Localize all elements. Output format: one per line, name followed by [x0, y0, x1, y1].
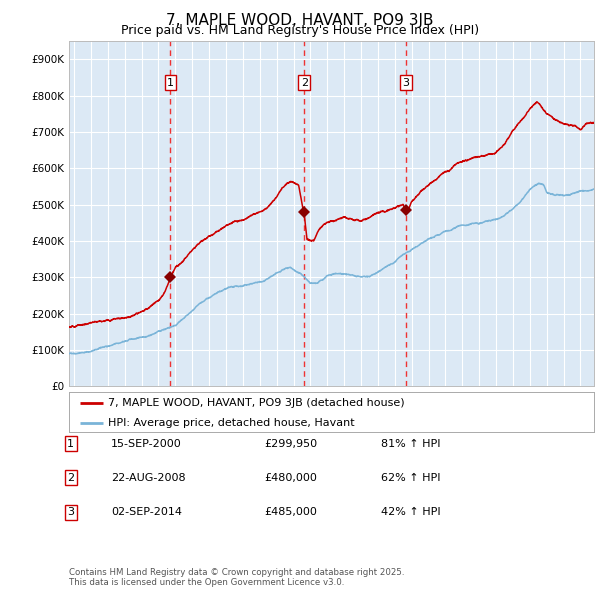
Text: 15-SEP-2000: 15-SEP-2000	[111, 439, 182, 448]
Text: 1: 1	[167, 78, 174, 88]
Text: 7, MAPLE WOOD, HAVANT, PO9 3JB (detached house): 7, MAPLE WOOD, HAVANT, PO9 3JB (detached…	[109, 398, 405, 408]
Text: £485,000: £485,000	[264, 507, 317, 517]
Text: 3: 3	[403, 78, 410, 88]
Text: 22-AUG-2008: 22-AUG-2008	[111, 473, 185, 483]
Text: 62% ↑ HPI: 62% ↑ HPI	[381, 473, 440, 483]
Text: 42% ↑ HPI: 42% ↑ HPI	[381, 507, 440, 517]
Text: £299,950: £299,950	[264, 439, 317, 448]
Text: 3: 3	[67, 507, 74, 517]
Text: Contains HM Land Registry data © Crown copyright and database right 2025.
This d: Contains HM Land Registry data © Crown c…	[69, 568, 404, 587]
Text: 2: 2	[301, 78, 308, 88]
Text: 7, MAPLE WOOD, HAVANT, PO9 3JB: 7, MAPLE WOOD, HAVANT, PO9 3JB	[166, 13, 434, 28]
Text: 2: 2	[67, 473, 74, 483]
Text: HPI: Average price, detached house, Havant: HPI: Average price, detached house, Hava…	[109, 418, 355, 428]
Text: £480,000: £480,000	[264, 473, 317, 483]
Text: 02-SEP-2014: 02-SEP-2014	[111, 507, 182, 517]
Text: Price paid vs. HM Land Registry's House Price Index (HPI): Price paid vs. HM Land Registry's House …	[121, 24, 479, 37]
Text: 81% ↑ HPI: 81% ↑ HPI	[381, 439, 440, 448]
Text: 1: 1	[67, 439, 74, 448]
